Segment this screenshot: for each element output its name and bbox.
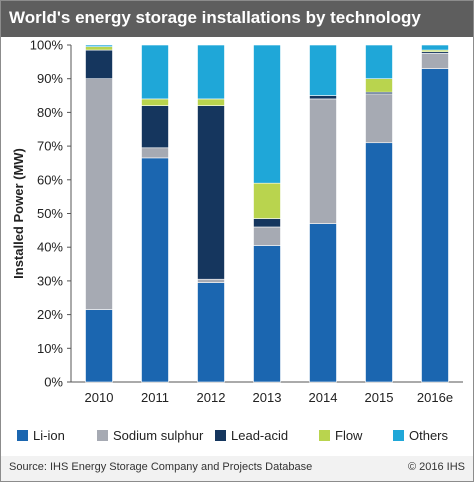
bar-segment-sodium-sulphur-2010 — [85, 78, 113, 310]
bar-segment-sodium-sulphur-2015 — [365, 93, 393, 144]
copyright-note: © 2016 IHS — [407, 461, 465, 473]
y-tick-label: 20% — [37, 307, 63, 322]
bar-segment-lead-acid-2012 — [197, 105, 225, 280]
bar-segment-li-ion-2016e — [421, 68, 449, 383]
legend-swatch-sodium-sulphur — [97, 430, 108, 441]
x-tick-label: 2016e — [417, 390, 453, 405]
bar-segment-others-2014 — [309, 44, 337, 96]
x-tick-label: 2012 — [197, 390, 226, 405]
footer: Source: IHS Energy Storage Company and P… — [1, 456, 473, 481]
bar-segment-lead-acid-2010 — [85, 49, 113, 80]
legend-label-li-ion: Li-ion — [33, 428, 65, 443]
bar-segment-sodium-sulphur-2013 — [253, 226, 281, 246]
source-note: Source: IHS Energy Storage Company and P… — [9, 461, 313, 473]
bar-segment-flow-2015 — [365, 78, 393, 93]
legend-label-sodium-sulphur: Sodium sulphur — [113, 428, 204, 443]
bar-segment-flow-2013 — [253, 182, 281, 219]
y-tick-label: 50% — [37, 206, 63, 221]
title-bar: World's energy storage installations by … — [1, 1, 473, 37]
y-tick-label: 100% — [30, 38, 64, 53]
bar-segment-li-ion-2012 — [197, 282, 225, 383]
bar-segment-lead-acid-2011 — [141, 105, 169, 149]
chart-title: World's energy storage installations by … — [9, 8, 421, 27]
x-tick-label: 2015 — [365, 390, 394, 405]
y-tick-label: 60% — [37, 172, 63, 187]
bar-segment-sodium-sulphur-2012 — [197, 278, 225, 283]
bar-segment-flow-2011 — [141, 98, 169, 106]
legend-swatch-li-ion — [17, 430, 28, 441]
bar-segment-lead-acid-2013 — [253, 218, 281, 228]
bar-segment-flow-2012 — [197, 98, 225, 106]
bar-segment-li-ion-2013 — [253, 245, 281, 383]
bar-segment-sodium-sulphur-2011 — [141, 147, 169, 159]
bar-segment-others-2015 — [365, 44, 393, 80]
legend-label-others: Others — [409, 428, 449, 443]
bar-segment-flow-2010 — [85, 46, 113, 51]
bar-segment-li-ion-2011 — [141, 157, 169, 383]
bar-segment-li-ion-2015 — [365, 142, 393, 383]
x-tick-label: 2010 — [85, 390, 114, 405]
y-tick-label: 40% — [37, 240, 63, 255]
bar-segment-others-2010 — [85, 44, 113, 47]
y-tick-label: 10% — [37, 341, 63, 356]
y-tick-label: 30% — [37, 273, 63, 288]
bar-segment-lead-acid-2014 — [309, 95, 337, 100]
stacked-bar-chart: 0% 10% 20% 30% 40% 50% 60% 70% 80% 90% 100% Install… — [11, 38, 463, 443]
legend-label-lead-acid: Lead-acid — [231, 428, 288, 443]
legend-swatch-flow — [319, 430, 330, 441]
y-tick-label: 90% — [37, 71, 63, 86]
bar-segment-li-ion-2014 — [309, 223, 337, 383]
x-tick-label: 2013 — [253, 390, 282, 405]
bar-segment-others-2013 — [253, 44, 281, 184]
bar-segment-li-ion-2010 — [85, 309, 113, 383]
legend-label-flow: Flow — [335, 428, 363, 443]
bar-segment-others-2011 — [141, 44, 169, 100]
legend-swatch-lead-acid — [215, 430, 226, 441]
x-tick-label: 2011 — [141, 390, 169, 405]
bar-segment-others-2016e — [421, 44, 449, 51]
bar-segment-others-2012 — [197, 44, 225, 100]
bar-segment-sodium-sulphur-2014 — [309, 98, 337, 224]
y-tick-label: 70% — [37, 139, 63, 154]
legend-swatch-others — [393, 430, 404, 441]
y-axis-title: Installed Power (MW) — [11, 148, 26, 279]
y-tick-label: 0% — [44, 375, 63, 390]
bar-segment-sodium-sulphur-2016e — [421, 53, 449, 69]
y-tick-label: 80% — [37, 105, 63, 120]
x-tick-label: 2014 — [309, 390, 338, 405]
